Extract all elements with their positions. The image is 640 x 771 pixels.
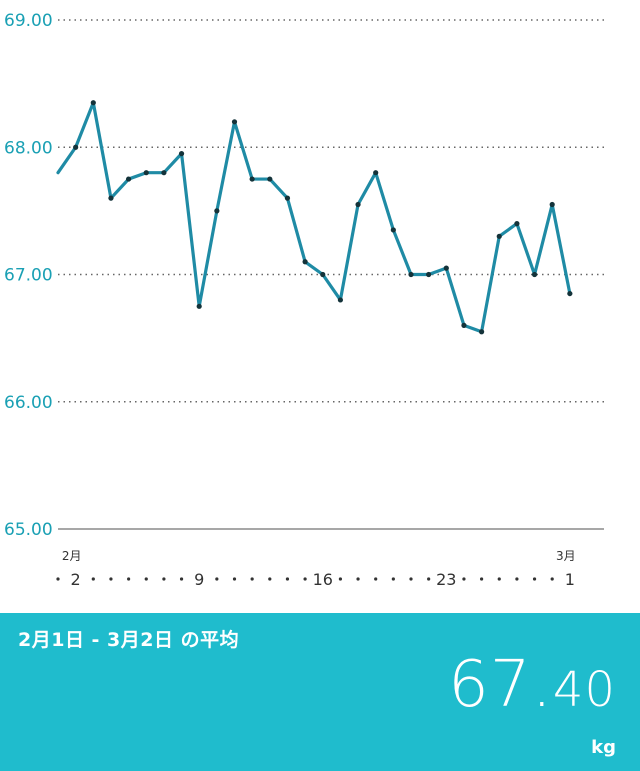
data-point xyxy=(73,144,79,150)
data-point xyxy=(178,151,185,157)
y-tick-label: 66.00 xyxy=(4,393,53,413)
data-point xyxy=(373,170,379,176)
x-day-dot xyxy=(515,577,519,581)
x-day-dot xyxy=(285,577,290,581)
x-day-dot xyxy=(268,577,272,581)
x-day-dot xyxy=(232,577,237,581)
x-day-dot xyxy=(162,577,166,581)
data-point xyxy=(479,329,485,335)
y-axis-ticks: 69.00 68.00 67.00 66.00 65.00 xyxy=(4,11,53,540)
y-tick-label: 68.00 xyxy=(4,138,53,158)
data-point xyxy=(231,119,238,125)
data-point xyxy=(214,208,220,214)
x-axis: 2 9 16 23 1 2月 3月 xyxy=(56,549,576,589)
data-point xyxy=(390,227,396,233)
x-day-dot xyxy=(144,577,148,581)
x-day-dot xyxy=(374,577,378,581)
x-day-dot xyxy=(56,577,60,581)
data-point xyxy=(461,322,467,328)
data-point xyxy=(126,176,132,182)
data-point xyxy=(143,170,149,176)
x-tick-label: 9 xyxy=(194,570,204,589)
x-day-dot xyxy=(250,577,254,581)
average-decimal: 40 xyxy=(552,662,616,718)
data-point xyxy=(426,271,432,278)
x-tick-label: 1 xyxy=(565,570,575,589)
data-point xyxy=(108,195,114,201)
x-day-dot xyxy=(215,577,219,581)
x-tick-label: 16 xyxy=(313,570,333,589)
unit-label: kg xyxy=(591,737,616,758)
data-point xyxy=(302,259,308,265)
data-point xyxy=(355,201,361,208)
x-day-dot xyxy=(532,577,537,581)
x-day-dot xyxy=(179,577,184,581)
x-day-dot xyxy=(497,577,501,581)
data-point xyxy=(267,176,273,182)
y-tick-label: 65.00 xyxy=(4,520,53,540)
x-tick-label: 2 xyxy=(71,570,81,589)
average-value: 67.40 xyxy=(448,653,616,717)
data-point xyxy=(549,201,555,208)
x-tick-label: 23 xyxy=(436,570,456,589)
data-point xyxy=(161,170,167,176)
data-point xyxy=(514,221,520,227)
x-day-dot xyxy=(109,577,113,581)
x-day-dot xyxy=(427,577,431,581)
data-point xyxy=(90,100,96,106)
data-point xyxy=(408,271,414,278)
x-day-dot xyxy=(303,577,307,581)
average-integer: 67. xyxy=(448,648,553,722)
series-line xyxy=(56,101,572,334)
data-point xyxy=(567,290,573,297)
data-point xyxy=(320,271,326,278)
x-day-dot xyxy=(356,577,360,581)
grid-lines xyxy=(58,19,604,530)
data-point xyxy=(337,297,343,303)
average-panel: 2月1日 - 3月2日 の平均 67.40 kg xyxy=(0,613,640,771)
data-point xyxy=(196,303,202,309)
x-month-label: 2月 xyxy=(62,549,82,563)
x-day-dot xyxy=(409,577,413,581)
x-day-dot xyxy=(127,577,131,581)
y-tick-label: 69.00 xyxy=(4,11,53,31)
x-month-label: 3月 xyxy=(556,549,576,563)
x-day-dot xyxy=(91,577,95,581)
x-day-dot xyxy=(391,577,395,581)
x-day-dot xyxy=(550,577,554,581)
data-point xyxy=(531,271,538,278)
data-point xyxy=(443,265,449,271)
weight-line-chart: 69.00 68.00 67.00 66.00 65.00 2 9 16 23 1 2月 3月 xyxy=(4,11,604,589)
series-weight xyxy=(56,100,573,335)
x-day-dot xyxy=(462,577,466,581)
date-range-label: 2月1日 - 3月2日 の平均 xyxy=(18,629,240,651)
y-tick-label: 67.00 xyxy=(4,266,53,286)
data-point xyxy=(284,195,291,201)
x-day-dot xyxy=(338,577,342,581)
x-day-dot xyxy=(480,577,484,581)
data-point xyxy=(249,176,255,182)
data-point xyxy=(496,233,502,239)
